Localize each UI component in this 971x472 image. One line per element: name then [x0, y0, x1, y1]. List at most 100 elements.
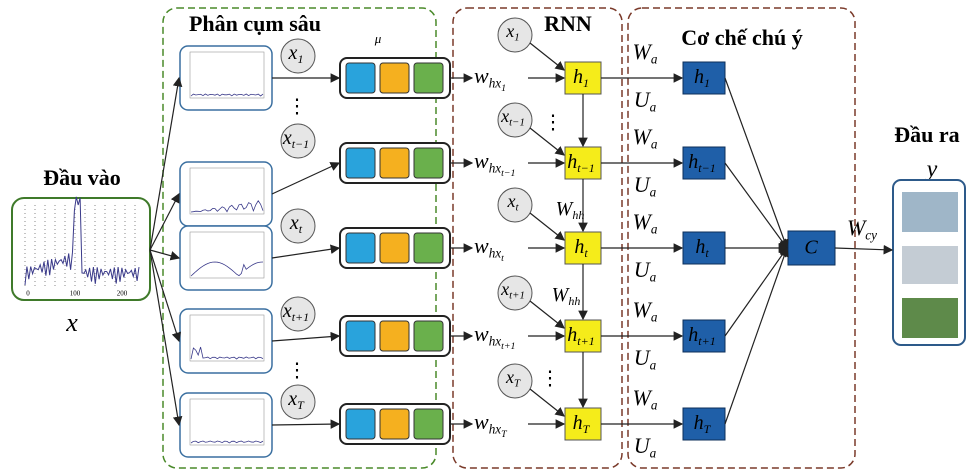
wa-label: Wa — [633, 124, 658, 152]
cluster-plot — [180, 162, 272, 226]
input-node-label-sub: 1 — [297, 52, 303, 66]
wa-label-sub: a — [651, 137, 658, 152]
weight-label-sub: hx — [489, 76, 502, 91]
input-node-label-base: x — [282, 300, 292, 322]
weight-label-base: w — [474, 321, 489, 346]
weight-label-sub: hx — [489, 246, 502, 261]
attention-label-base: h — [695, 236, 705, 258]
wa-label-base: W — [633, 297, 653, 322]
weight-label-base: w — [474, 233, 489, 258]
ellipsis: ⋮ — [543, 112, 563, 134]
rnn-input-label-base: x — [500, 106, 509, 126]
cluster-plot — [180, 226, 272, 290]
attention-title: Cơ chế chú ý — [681, 25, 803, 50]
wa-label-sub: a — [651, 310, 658, 325]
connector — [530, 43, 564, 70]
ua-label: Ua — [634, 87, 657, 115]
rnn-input-label-sub: t+1 — [509, 290, 525, 302]
wcy-label: Wcy — [847, 215, 877, 243]
whh-label-sub: hh — [572, 208, 584, 222]
connector — [725, 78, 787, 248]
rnn-input-label-base: x — [507, 191, 516, 211]
embedding-cell — [414, 409, 443, 439]
whh-label-sub: hh — [568, 294, 580, 308]
input-node-label-base: x — [289, 212, 299, 234]
ua-label: Ua — [634, 257, 657, 285]
weight-label: whxT — [474, 409, 508, 440]
input-tick: 200 — [117, 290, 128, 298]
wcy-label-base: W — [847, 215, 867, 240]
hidden-label-base: h — [567, 324, 577, 346]
connector — [835, 248, 892, 250]
wcy-label-sub: cy — [865, 228, 877, 243]
cluster-plot — [180, 393, 272, 457]
ellipsis: ⋮ — [287, 360, 307, 382]
rnn-input-label-sub: t−1 — [509, 117, 525, 129]
ua-label-sub: a — [650, 358, 657, 373]
hidden-label-sub: 1 — [583, 76, 589, 90]
hidden-label-base: h — [573, 66, 583, 88]
attention-label-base: h — [694, 412, 704, 434]
connector — [272, 336, 339, 341]
connector — [725, 248, 787, 336]
hidden-label-sub: t+1 — [577, 334, 594, 348]
ua-label: Ua — [634, 345, 657, 373]
ua-label-sub: a — [650, 446, 657, 461]
embedding-cell — [414, 233, 443, 263]
connector — [272, 424, 339, 425]
wa-label-base: W — [633, 385, 653, 410]
connector — [150, 250, 179, 258]
plane-image — [902, 246, 958, 284]
rnn-input-label-base: x — [505, 367, 514, 387]
connector — [272, 248, 339, 258]
weight-label-sub: hx — [489, 161, 502, 176]
embedding-cell — [414, 148, 443, 178]
wa-label-base: W — [633, 124, 653, 149]
whh-label: Whh — [556, 198, 585, 222]
input-node-label-base: x — [287, 388, 297, 410]
ua-label-sub: a — [650, 270, 657, 285]
attention-label-sub: 1 — [704, 76, 710, 90]
weight-label: whx1 — [474, 63, 506, 94]
weight-label-subsub: t+1 — [501, 341, 515, 352]
input-node-label-sub: t+1 — [292, 310, 309, 324]
attention-label-sub: t−1 — [698, 161, 715, 175]
rnn-input-label-sub: 1 — [514, 32, 519, 44]
ellipsis: ⋮ — [287, 96, 307, 118]
plane-image — [902, 192, 958, 232]
ua-label-sub: a — [650, 100, 657, 115]
hidden-label-sub: t−1 — [577, 161, 594, 175]
embedding-cell — [346, 321, 375, 351]
attention-label-base: h — [688, 324, 698, 346]
wa-label: Wa — [633, 297, 658, 325]
connector — [150, 78, 179, 250]
connector — [150, 250, 179, 341]
weight-label: whxt−1 — [474, 148, 516, 179]
wa-label-base: W — [633, 209, 653, 234]
weight-label-base: w — [474, 63, 489, 88]
input-var: x — [65, 308, 78, 337]
embedding-cell — [380, 233, 409, 263]
input-node-label-base: x — [282, 127, 292, 149]
input-node-label-base: x — [288, 42, 298, 64]
ua-label: Ua — [634, 433, 657, 461]
weight-label-sub: hx — [489, 422, 502, 437]
embedding-cell — [380, 409, 409, 439]
diagram: Phân cụm sâu μ RNN Cơ chế chú ý Đầu vào … — [0, 0, 971, 472]
weight-label: whxt+1 — [474, 321, 516, 352]
input-title: Đầu vào — [43, 165, 121, 190]
connector — [150, 250, 179, 425]
whh-label: Whh — [552, 284, 581, 308]
hidden-label-base: h — [567, 151, 577, 173]
attention-label-sub: t+1 — [698, 334, 715, 348]
weight-label-subsub: T — [501, 429, 508, 440]
ellipsis: ⋮ — [540, 368, 560, 390]
weight-label-subsub: t−1 — [501, 168, 515, 179]
rnn-input-label-base: x — [500, 279, 509, 299]
cluster-plot — [180, 46, 272, 110]
weight-label: whxt — [474, 233, 504, 264]
embedding-cell — [414, 321, 443, 351]
input-tick: 100 — [70, 290, 81, 298]
wa-label-base: W — [633, 39, 653, 64]
context-label: C — [804, 237, 818, 259]
